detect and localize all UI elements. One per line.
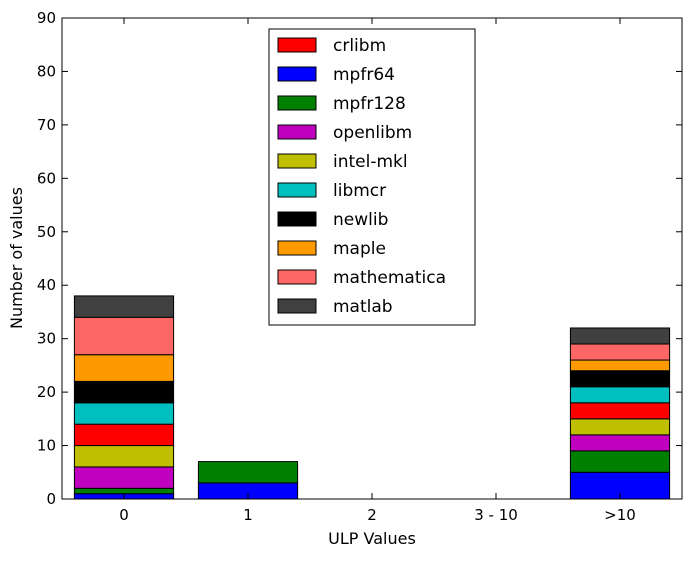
legend-swatch-libmcr — [277, 182, 317, 198]
x-tick-label: 1 — [243, 506, 253, 524]
bar-segment-libmcr-4 — [569, 386, 671, 404]
legend-swatch-mpfr128 — [277, 95, 317, 111]
x-tick-label: 2 — [367, 506, 377, 524]
bar-segment-mpfr128-0 — [73, 487, 175, 495]
y-tick-label: 20 — [37, 383, 56, 401]
legend-swatch-matlab — [277, 298, 317, 314]
legend-swatch-crlibm — [277, 37, 317, 53]
x-tick-label: >10 — [604, 506, 636, 524]
bar-segment-mpfr128-4 — [569, 450, 671, 473]
legend-swatch-mathematica — [277, 269, 317, 285]
bar-segment-maple-0 — [73, 354, 175, 382]
bar-segment-intel-mkl-4 — [569, 418, 671, 436]
y-tick-label: 80 — [37, 62, 56, 80]
y-tick-label: 0 — [46, 490, 56, 508]
legend-label-mathematica: mathematica — [333, 268, 446, 288]
bar-segment-openlibm-4 — [569, 434, 671, 452]
y-tick-label: 70 — [37, 116, 56, 134]
bar-segment-crlibm-4 — [569, 402, 671, 420]
legend-label-intel-mkl: intel-mkl — [333, 152, 408, 172]
bar-segment-mathematica-0 — [73, 316, 175, 356]
axes-layer: 0 10 20 30 40 50 60 70 80 90 0 1 2 3 - 10 >10 — [37, 9, 683, 524]
bar-segment-matlab-0 — [73, 295, 175, 318]
y-tick-label: 10 — [37, 437, 56, 455]
y-axis-label: Number of values — [7, 187, 26, 329]
bar-segment-crlibm-0 — [73, 423, 175, 447]
bars-layer — [73, 295, 671, 500]
legend-swatch-intel-mkl — [277, 153, 317, 169]
y-tick-label: 40 — [37, 276, 56, 294]
bar-segment-maple-4 — [569, 359, 671, 372]
x-axis-label: ULP Values — [328, 529, 416, 548]
legend-swatch-openlibm — [277, 124, 317, 140]
legend-label-crlibm: crlibm — [333, 36, 386, 56]
legend-label-openlibm: openlibm — [333, 123, 412, 143]
legend-swatch-maple — [277, 240, 317, 256]
y-tick-label: 50 — [37, 223, 56, 241]
bar-segment-newlib-0 — [73, 380, 175, 404]
legend-label-matlab: matlab — [333, 297, 393, 317]
legend-label-maple: maple — [333, 239, 386, 259]
bar-segment-mpfr128-1 — [197, 461, 299, 484]
legend-label-newlib: newlib — [333, 210, 388, 230]
y-tick-label: 60 — [37, 169, 56, 187]
bar-segment-matlab-4 — [569, 327, 671, 345]
legend-swatch-mpfr64 — [277, 66, 317, 82]
legend: crlibm mpfr64 mpfr128 openlibm intel-mkl libm… — [268, 28, 476, 326]
x-tick-label: 0 — [119, 506, 129, 524]
legend-label-mpfr64: mpfr64 — [333, 65, 395, 85]
legend-label-libmcr: libmcr — [333, 181, 386, 201]
legend-swatch-newlib — [277, 211, 317, 227]
x-tick-label: 3 - 10 — [474, 506, 518, 524]
bar-segment-openlibm-0 — [73, 466, 175, 489]
bar-segment-mathematica-4 — [569, 343, 671, 361]
legend-label-mpfr128: mpfr128 — [333, 94, 406, 114]
bar-segment-newlib-4 — [569, 370, 671, 388]
bar-segment-libmcr-0 — [73, 402, 175, 425]
y-tick-label: 30 — [37, 330, 56, 348]
y-tick-label: 90 — [37, 9, 56, 27]
bar-segment-intel-mkl-0 — [73, 445, 175, 468]
